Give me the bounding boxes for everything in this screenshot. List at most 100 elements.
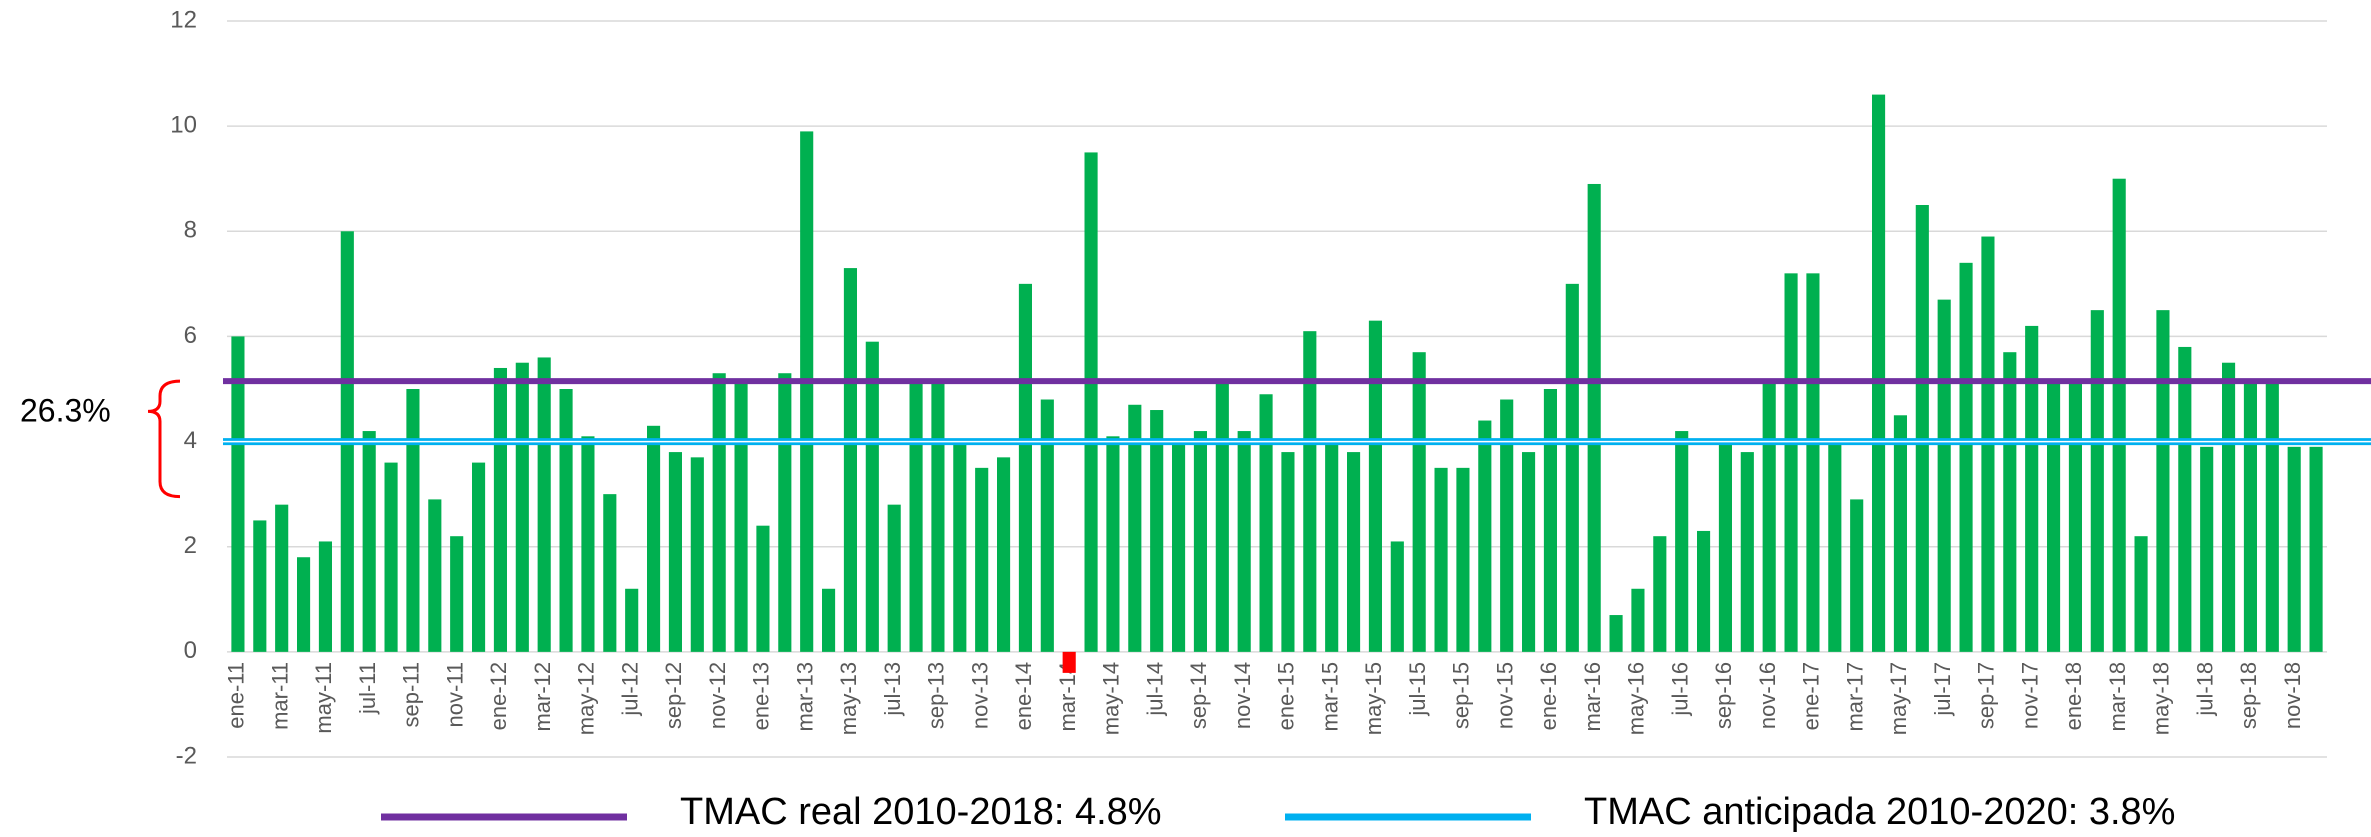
bar bbox=[1478, 420, 1492, 652]
x-tick-label: jul-14 bbox=[1143, 662, 1168, 717]
x-tick-label: ene-14 bbox=[1011, 662, 1036, 731]
x-tick-label: may-14 bbox=[1099, 662, 1124, 735]
x-tick-label: nov-16 bbox=[1755, 662, 1780, 729]
x-tick-label: ene-12 bbox=[486, 662, 511, 731]
x-tick-label: nov-15 bbox=[1493, 662, 1518, 729]
x-tick-label: mar-13 bbox=[793, 662, 818, 732]
bar bbox=[2134, 536, 2148, 652]
x-tick-label: ene-15 bbox=[1274, 662, 1299, 731]
bar bbox=[778, 373, 792, 652]
x-tick-label: jul-15 bbox=[1405, 662, 1430, 717]
x-tick-label: nov-13 bbox=[968, 662, 993, 729]
bar bbox=[1281, 452, 1295, 652]
bar bbox=[2156, 310, 2170, 652]
bar bbox=[384, 462, 398, 652]
bar bbox=[2025, 325, 2039, 652]
bar bbox=[2265, 378, 2279, 652]
x-tick-label: nov-14 bbox=[1230, 662, 1255, 729]
x-tick-label: jul-11 bbox=[355, 662, 380, 715]
bar bbox=[1915, 205, 1929, 652]
x-tick-label: nov-17 bbox=[2018, 662, 2043, 729]
bar bbox=[1543, 389, 1557, 652]
bar bbox=[625, 588, 639, 652]
y-tick-label: 2 bbox=[184, 532, 197, 559]
x-tick-label: mar-12 bbox=[530, 662, 555, 732]
bar bbox=[1828, 441, 1842, 652]
bar bbox=[1631, 588, 1645, 652]
bar bbox=[1193, 431, 1207, 652]
bar bbox=[2090, 310, 2104, 652]
x-tick-label: may-13 bbox=[836, 662, 861, 735]
x-tick-label: may-12 bbox=[574, 662, 599, 735]
y-tick-label: 8 bbox=[184, 217, 197, 244]
bar bbox=[1653, 536, 1667, 652]
x-tick-label: nov-18 bbox=[2280, 662, 2305, 729]
bar bbox=[362, 431, 376, 652]
bar bbox=[1806, 273, 1820, 652]
x-tick-label: jul-13 bbox=[880, 662, 905, 717]
bar bbox=[1500, 399, 1514, 652]
y-tick-label: 0 bbox=[184, 637, 197, 664]
bar bbox=[1347, 452, 1361, 652]
x-tick-label: sep-14 bbox=[1186, 662, 1211, 729]
x-tick-label: may-18 bbox=[2149, 662, 2174, 735]
bar bbox=[865, 341, 879, 652]
y-tick-label: 12 bbox=[170, 6, 197, 33]
x-tick-label: nov-11 bbox=[443, 662, 468, 728]
bar bbox=[1062, 651, 1076, 673]
x-tick-label: ene-18 bbox=[2061, 662, 2086, 731]
y-tick-label: 6 bbox=[184, 322, 197, 349]
bar bbox=[1106, 436, 1120, 652]
bar bbox=[1872, 94, 1886, 652]
bar bbox=[668, 452, 682, 652]
bar bbox=[1850, 499, 1864, 652]
bar bbox=[2178, 346, 2192, 652]
bar bbox=[843, 268, 857, 652]
x-tick-label: jul-18 bbox=[2193, 662, 2218, 717]
bar bbox=[2200, 446, 2214, 652]
bar bbox=[1522, 452, 1536, 652]
bar bbox=[800, 131, 814, 652]
x-tick-label: jul-12 bbox=[618, 662, 643, 717]
bar bbox=[1565, 283, 1579, 652]
bar bbox=[1784, 273, 1798, 652]
bar bbox=[1259, 394, 1273, 652]
x-tick-label: jul-16 bbox=[1668, 662, 1693, 717]
x-tick-label: ene-11 bbox=[224, 662, 249, 729]
bar bbox=[2222, 362, 2236, 652]
x-tick-label: mar-16 bbox=[1580, 662, 1605, 732]
x-tick-label: mar-14 bbox=[1055, 662, 1080, 732]
bar bbox=[275, 504, 289, 652]
x-tick-label: ene-13 bbox=[749, 662, 774, 731]
x-tick-label: may-16 bbox=[1624, 662, 1649, 735]
bar bbox=[2287, 446, 2301, 652]
bar bbox=[909, 378, 923, 652]
bar bbox=[406, 389, 420, 652]
bar bbox=[1368, 320, 1382, 652]
bar bbox=[1150, 410, 1164, 652]
bar bbox=[1084, 152, 1098, 652]
bar bbox=[1675, 431, 1689, 652]
x-tick-label: sep-15 bbox=[1449, 662, 1474, 729]
y-tick-label: 4 bbox=[184, 427, 197, 454]
bar bbox=[2047, 378, 2061, 652]
bar bbox=[1018, 283, 1032, 652]
x-tick-label: mar-17 bbox=[1843, 662, 1868, 732]
bar bbox=[1040, 399, 1054, 652]
bar bbox=[559, 389, 573, 652]
x-tick-label: sep-16 bbox=[1711, 662, 1736, 729]
x-tick-label: sep-18 bbox=[2236, 662, 2261, 729]
bar bbox=[1959, 262, 1973, 652]
bar bbox=[1237, 431, 1251, 652]
x-tick-label: sep-11 bbox=[399, 662, 424, 728]
x-tick-label: ene-16 bbox=[1536, 662, 1561, 731]
x-tick-label: mar-15 bbox=[1318, 662, 1343, 732]
bar bbox=[515, 362, 529, 652]
bar bbox=[2003, 352, 2017, 652]
bar bbox=[1128, 404, 1142, 652]
x-tick-label: sep-13 bbox=[924, 662, 949, 729]
bar bbox=[493, 367, 507, 652]
legend-label: TMAC anticipada 2010-2020: 3.8% bbox=[1584, 791, 2175, 833]
bar bbox=[690, 457, 704, 652]
